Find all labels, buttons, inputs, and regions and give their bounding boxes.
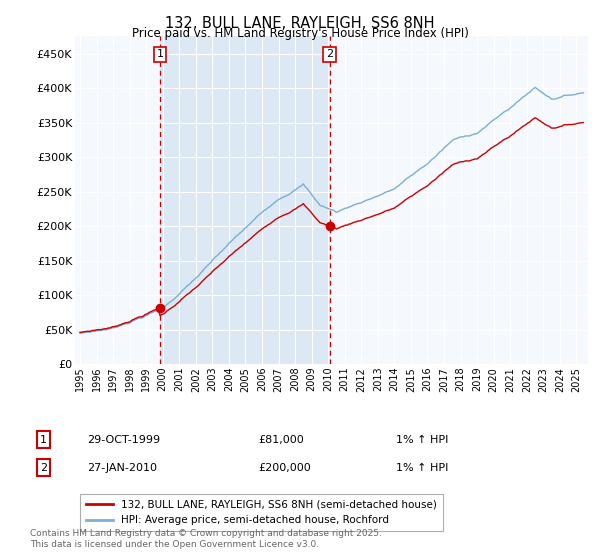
Text: 29-OCT-1999: 29-OCT-1999 [87,435,160,445]
Text: 1% ↑ HPI: 1% ↑ HPI [396,435,448,445]
Text: 1: 1 [40,435,47,445]
Text: 27-JAN-2010: 27-JAN-2010 [87,463,157,473]
Bar [160,36,329,364]
Text: Price paid vs. HM Land Registry's House Price Index (HPI): Price paid vs. HM Land Registry's House … [131,27,469,40]
Text: £200,000: £200,000 [258,463,311,473]
Text: 132, BULL LANE, RAYLEIGH, SS6 8NH: 132, BULL LANE, RAYLEIGH, SS6 8NH [165,16,435,31]
Text: 2: 2 [40,463,47,473]
Text: 1% ↑ HPI: 1% ↑ HPI [396,463,448,473]
Text: 1: 1 [157,49,163,59]
Text: Contains HM Land Registry data © Crown copyright and database right 2025.
This d: Contains HM Land Registry data © Crown c… [30,529,382,549]
Legend: 132, BULL LANE, RAYLEIGH, SS6 8NH (semi-detached house), HPI: Average price, sem: 132, BULL LANE, RAYLEIGH, SS6 8NH (semi-… [80,494,443,531]
Text: 2: 2 [326,49,333,59]
Text: £81,000: £81,000 [258,435,304,445]
